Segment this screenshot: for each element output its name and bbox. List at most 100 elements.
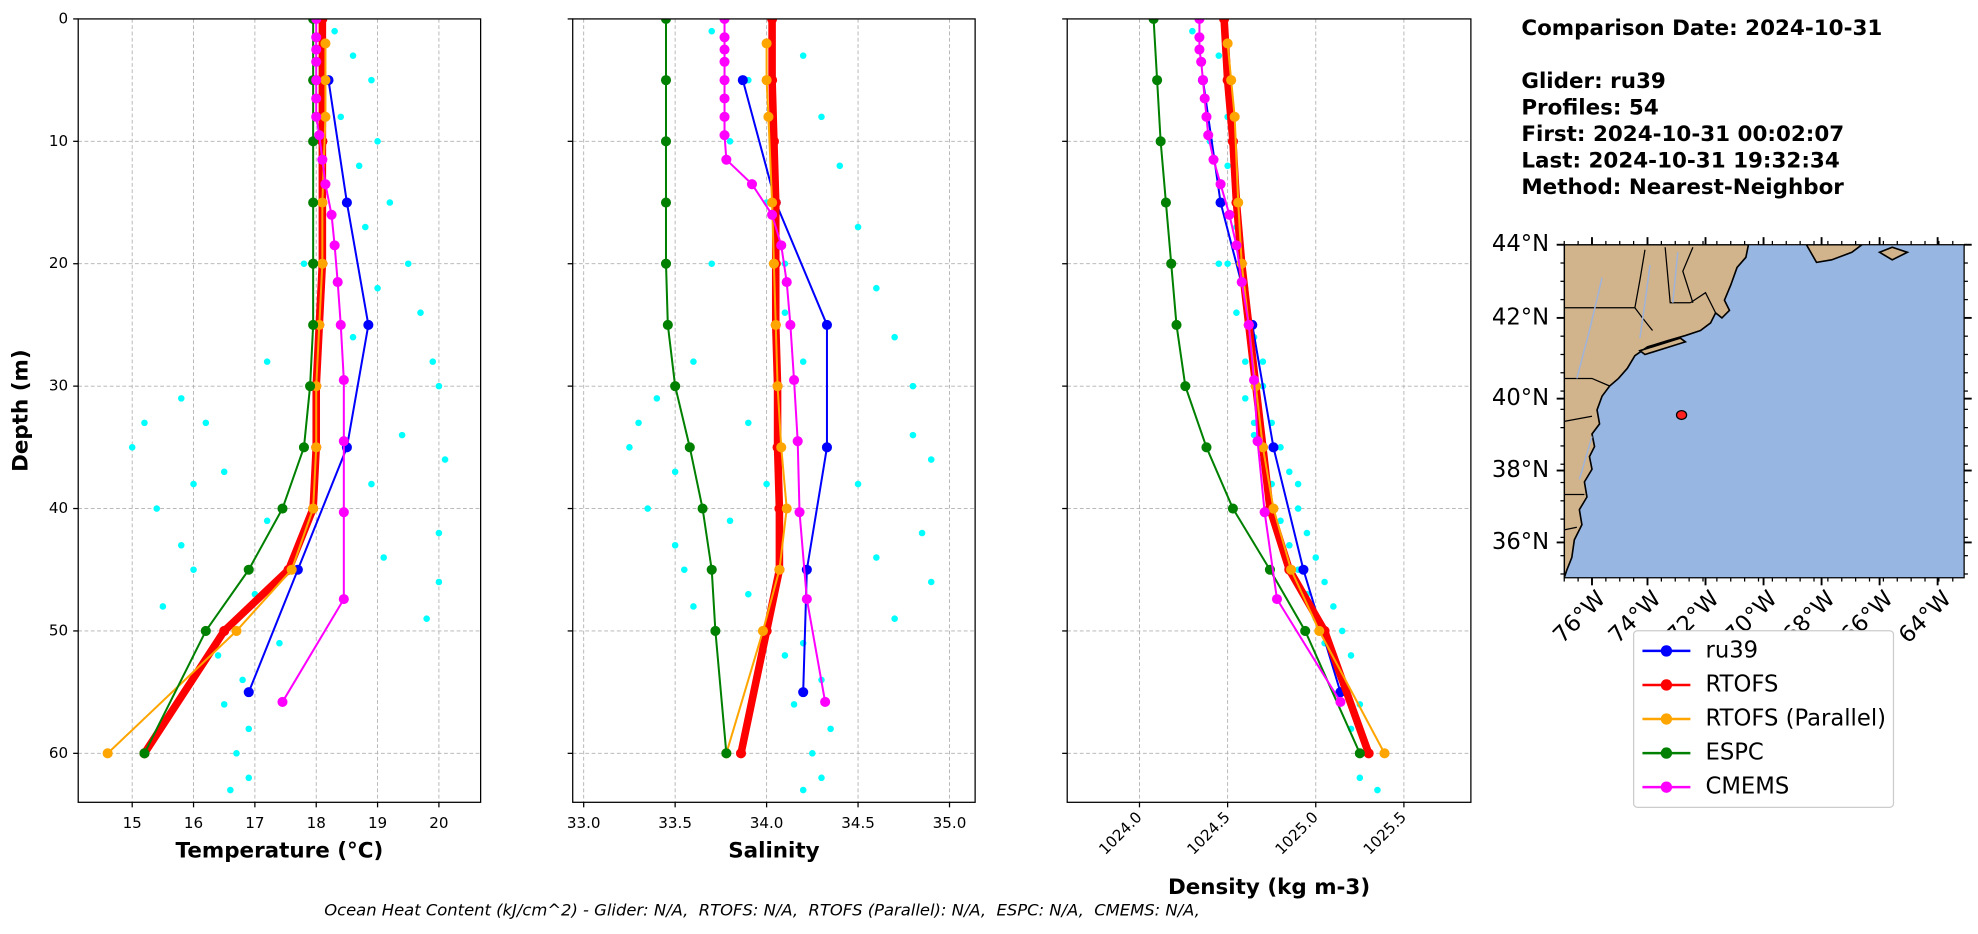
y-tick-label: 10 bbox=[49, 132, 68, 150]
legend-label: ru39 bbox=[1706, 637, 1759, 663]
profile-marker bbox=[320, 38, 331, 49]
glider-point bbox=[653, 395, 661, 402]
profile-marker bbox=[1201, 111, 1212, 122]
glider-point bbox=[128, 444, 136, 451]
glider-point bbox=[781, 652, 789, 659]
profile-marker bbox=[776, 442, 787, 453]
glider-point bbox=[745, 590, 752, 598]
profile-marker bbox=[721, 748, 732, 759]
glider-point bbox=[404, 260, 412, 268]
profile-marker bbox=[1249, 374, 1260, 386]
glider-point bbox=[909, 431, 917, 439]
glider-point bbox=[1224, 162, 1231, 170]
profile-marker bbox=[1180, 381, 1191, 392]
profile-marker bbox=[660, 136, 672, 147]
profile-marker bbox=[338, 507, 349, 518]
glider-point bbox=[417, 309, 424, 316]
profile-marker bbox=[684, 442, 695, 453]
legend-label: CMEMS bbox=[1706, 774, 1790, 800]
glider-point bbox=[153, 505, 161, 512]
profile-marker bbox=[335, 319, 346, 330]
y-tick-label: 40 bbox=[49, 499, 68, 517]
legend-label: ESPC bbox=[1706, 740, 1764, 766]
glider-point bbox=[818, 113, 825, 121]
panel: 33.0 33.5 34.0 34.5 35.0 Salinity bbox=[567, 18, 976, 863]
profile-marker bbox=[332, 277, 343, 288]
y-tick-label: 30 bbox=[49, 377, 68, 395]
profile-marker bbox=[1363, 748, 1374, 759]
glider-point bbox=[635, 419, 642, 427]
glider-point bbox=[190, 480, 197, 488]
profile-marker bbox=[821, 319, 833, 330]
profile-marker bbox=[1233, 197, 1244, 208]
plot-frame bbox=[1066, 18, 1472, 803]
profile-marker bbox=[1222, 38, 1233, 49]
border bbox=[1564, 247, 1717, 531]
profile-marker bbox=[719, 18, 730, 24]
profile-marker bbox=[1252, 436, 1263, 447]
x-tick-label: 33.0 bbox=[567, 814, 601, 832]
glider-point bbox=[1356, 774, 1364, 782]
glider-point bbox=[1224, 260, 1231, 268]
profile-marker bbox=[768, 136, 779, 147]
glider-point bbox=[245, 774, 253, 782]
profile-marker bbox=[781, 503, 792, 514]
profile-marker bbox=[1155, 136, 1166, 147]
glider-point bbox=[799, 786, 807, 794]
profile-marker bbox=[1194, 44, 1205, 55]
profile-marker bbox=[308, 197, 319, 208]
profile-marker bbox=[660, 258, 672, 269]
y-tick-label: 0 bbox=[58, 9, 68, 27]
profile-marker bbox=[774, 503, 785, 514]
x-tick-label: 1024.0 bbox=[1095, 808, 1145, 858]
profile-marker bbox=[1215, 179, 1226, 190]
profile-marker bbox=[317, 258, 328, 269]
land bbox=[1805, 244, 1864, 264]
profile-marker bbox=[801, 594, 812, 605]
profile-marker bbox=[1259, 507, 1270, 518]
profile-marker bbox=[719, 75, 730, 86]
glider-point bbox=[781, 309, 789, 316]
profile-marker bbox=[311, 56, 322, 67]
profile-marker bbox=[314, 130, 325, 141]
profile-marker bbox=[757, 625, 768, 636]
profile-marker bbox=[767, 209, 778, 220]
profile-marker bbox=[1197, 75, 1208, 86]
glider-point bbox=[263, 358, 271, 365]
profile-marker bbox=[1226, 75, 1237, 86]
profile-marker bbox=[298, 442, 310, 453]
plot-area bbox=[102, 18, 449, 794]
glider-point bbox=[331, 27, 338, 35]
profile-marker bbox=[1203, 130, 1214, 141]
lon-label: 64°W bbox=[1894, 586, 1957, 649]
glider-point bbox=[177, 541, 185, 549]
footer: Ocean Heat Content (kJ/cm^2) - Glider: N… bbox=[324, 900, 1200, 919]
glider-point bbox=[726, 517, 734, 525]
plot-area bbox=[1148, 18, 1390, 794]
profile-marker bbox=[231, 625, 242, 636]
profile-marker bbox=[311, 111, 322, 122]
profile-marker bbox=[139, 748, 150, 759]
plot-area bbox=[626, 18, 935, 794]
glider-point bbox=[690, 603, 697, 610]
profile-marker bbox=[660, 75, 672, 86]
legend-marker bbox=[1660, 713, 1673, 725]
profile-line bbox=[664, 18, 728, 754]
glider-point bbox=[435, 382, 443, 390]
glider-point bbox=[1241, 358, 1249, 365]
x-tick-label: 16 bbox=[184, 814, 203, 832]
glider-point bbox=[1321, 578, 1328, 586]
profile-marker bbox=[794, 507, 805, 518]
profile-marker bbox=[706, 564, 717, 575]
profile-marker bbox=[219, 625, 230, 636]
glider-point bbox=[854, 223, 862, 231]
glider-point bbox=[1233, 309, 1240, 316]
x-tick-label: 18 bbox=[307, 814, 326, 832]
glider-point bbox=[1241, 395, 1249, 402]
y-axis-label: Depth (m) bbox=[8, 349, 33, 472]
profile-marker bbox=[761, 38, 772, 49]
glider-point bbox=[337, 113, 345, 121]
x-tick-label: 19 bbox=[368, 814, 387, 832]
profile-marker bbox=[1166, 258, 1177, 269]
